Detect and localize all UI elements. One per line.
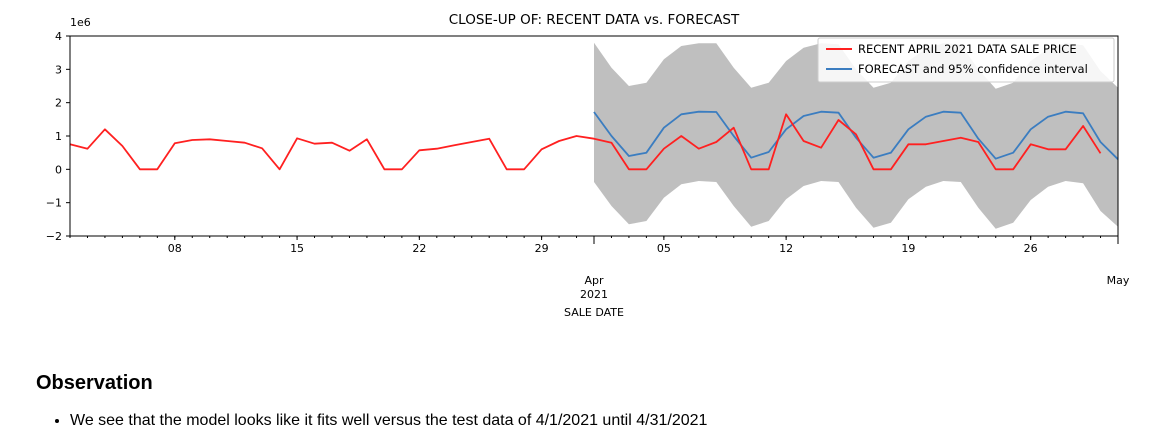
series-line-layer bbox=[69, 110, 1119, 171]
forecast-chart: CLOSE-UP OF: RECENT DATA vs. FORECAST 1e… bbox=[46, 12, 1130, 319]
x-major-tick-label: May bbox=[1107, 274, 1130, 287]
x-tick-label: 22 bbox=[412, 242, 426, 255]
x-tick-label: 05 bbox=[657, 242, 671, 255]
x-tick-label: 15 bbox=[290, 242, 304, 255]
chart-title: CLOSE-UP OF: RECENT DATA vs. FORECAST bbox=[449, 12, 740, 28]
x-tick-label: 26 bbox=[1024, 242, 1038, 255]
forecast-line bbox=[593, 110, 1119, 160]
legend-label-forecast: FORECAST and 95% confidence interval bbox=[858, 62, 1088, 76]
observation-list: We see that the model looks like it fits… bbox=[50, 412, 707, 430]
y-tick-label: 0 bbox=[55, 163, 62, 176]
x-tick-label: 29 bbox=[535, 242, 549, 255]
y-tick-label: 1 bbox=[55, 130, 62, 143]
x-major-tick-sublabel: 2021 bbox=[580, 288, 608, 301]
x-tick-label: 08 bbox=[168, 242, 182, 255]
x-axis-label: SALE DATE bbox=[564, 306, 624, 319]
y-axis: −2 −1 0 1 2 3 4 bbox=[46, 30, 70, 243]
y-tick-label: 4 bbox=[55, 30, 62, 43]
x-major-tick-label: Apr bbox=[584, 274, 604, 287]
legend-label-recent: RECENT APRIL 2021 DATA SALE PRICE bbox=[858, 42, 1077, 56]
observation-bullet: We see that the model looks like it fits… bbox=[70, 412, 707, 430]
y-tick-label: −1 bbox=[46, 197, 62, 210]
legend-box bbox=[817, 37, 1115, 83]
y-tick-label: 2 bbox=[55, 97, 62, 110]
y-offset-label: 1e6 bbox=[70, 16, 91, 29]
y-tick-label: −2 bbox=[46, 230, 62, 243]
x-tick-label: 19 bbox=[901, 242, 915, 255]
recent-data-line bbox=[69, 113, 1102, 171]
y-tick-label: 3 bbox=[55, 63, 62, 76]
legend: RECENT APRIL 2021 DATA SALE PRICE FORECA… bbox=[817, 37, 1115, 83]
observation-heading: Observation bbox=[36, 372, 153, 394]
x-tick-label: 12 bbox=[779, 242, 793, 255]
